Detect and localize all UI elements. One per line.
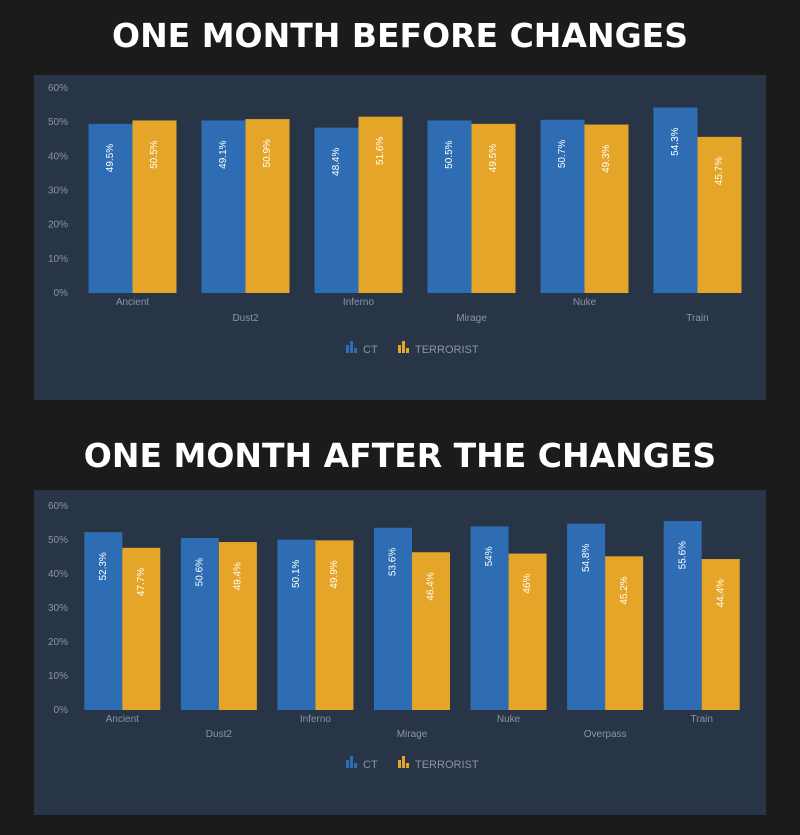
category-label: Inferno	[300, 714, 332, 725]
terrorist-bar[interactable]	[697, 136, 742, 293]
bar-value-label: 49.1%	[218, 140, 229, 168]
bar-value-label: 45.2%	[619, 576, 630, 604]
terrorist-bar[interactable]	[122, 547, 161, 710]
bar-value-label: 54.3%	[670, 127, 681, 155]
chart-title-before: ONE MONTH BEFORE CHANGES	[112, 16, 688, 55]
y-tick-label: 50%	[48, 535, 68, 546]
y-tick-label: 30%	[48, 186, 68, 197]
terrorist-bar[interactable]	[218, 542, 257, 710]
bar-value-label: 48.4%	[331, 148, 342, 176]
y-tick-label: 40%	[48, 151, 68, 162]
bar-value-label: 45.7%	[714, 157, 725, 185]
bar-value-label: 46.4%	[426, 572, 437, 600]
bar-value-label: 49.9%	[329, 560, 340, 588]
bar-value-label: 49.5%	[105, 144, 116, 172]
y-tick-label: 60%	[48, 501, 68, 512]
category-label: Ancient	[116, 297, 150, 308]
bar-value-label: 54%	[484, 546, 495, 566]
category-label: Overpass	[584, 729, 627, 740]
legend-item-ct[interactable]: CT	[346, 756, 378, 771]
y-tick-label: 60%	[48, 83, 68, 94]
legend-item-terrorist[interactable]: TERRORIST	[398, 756, 479, 771]
chart-panel-before: 0% 10% 20% 30% 40% 50% 60% 49.5% 50.5% Ancient 49.…	[34, 75, 766, 400]
y-tick-label: 20%	[48, 220, 68, 231]
category-label: Train	[691, 714, 713, 725]
terrorist-bar[interactable]	[701, 559, 740, 710]
terrorist-bar[interactable]	[315, 540, 354, 710]
terrorist-bar[interactable]	[358, 116, 403, 293]
bar-chart-after: 0% 10% 20% 30% 40% 50% 60% 52.3% 47.7% Ancient 50.…	[48, 501, 740, 771]
y-tick-label: 20%	[48, 637, 68, 648]
bar-value-label: 50.7%	[557, 140, 568, 168]
chart-title-after: ONE MONTH AFTER THE CHANGES	[83, 436, 717, 475]
bar-chart-before: 0% 10% 20% 30% 40% 50% 60% 49.5% 50.5% Ancient 49.…	[48, 83, 742, 356]
bar-chart-icon	[346, 341, 357, 353]
ct-bar[interactable]	[653, 107, 698, 293]
bar-value-label: 44.4%	[715, 579, 726, 607]
bar-chart-icon	[398, 341, 409, 353]
bar-chart-icon	[398, 756, 409, 768]
bar-value-label: 46%	[522, 573, 533, 593]
y-tick-label: 40%	[48, 569, 68, 580]
legend-label: CT	[363, 344, 378, 356]
legend-label: TERRORIST	[415, 344, 479, 356]
y-tick-label: 0%	[54, 705, 69, 716]
bar-value-label: 55.6%	[677, 541, 688, 569]
bar-value-label: 49.4%	[232, 562, 243, 590]
terrorist-bar[interactable]	[245, 119, 290, 293]
bar-value-label: 49.3%	[601, 144, 612, 172]
legend-item-terrorist[interactable]: TERRORIST	[398, 341, 479, 356]
category-label: Inferno	[343, 297, 375, 308]
bar-value-label: 49.5%	[488, 144, 499, 172]
ct-bar[interactable]	[201, 120, 246, 293]
ct-bar[interactable]	[277, 539, 316, 710]
bar-value-label: 51.6%	[375, 137, 386, 165]
ct-bar[interactable]	[314, 127, 359, 293]
category-label: Dust2	[232, 313, 259, 324]
category-label: Nuke	[497, 714, 521, 725]
ct-bar[interactable]	[374, 527, 412, 710]
legend-label: TERRORIST	[415, 759, 479, 771]
category-label: Mirage	[397, 729, 428, 740]
y-tick-label: 30%	[48, 603, 68, 614]
ct-bar[interactable]	[88, 123, 133, 293]
bar-value-label: 50.1%	[291, 560, 302, 588]
bar-chart-icon	[346, 756, 357, 768]
ct-bar[interactable]	[427, 120, 472, 293]
bar-value-label: 50.5%	[444, 140, 455, 168]
bar-value-label: 47.7%	[136, 568, 147, 596]
y-tick-label: 10%	[48, 254, 68, 265]
y-tick-label: 0%	[54, 288, 69, 299]
ct-bar[interactable]	[567, 523, 606, 710]
terrorist-bar[interactable]	[584, 124, 629, 293]
ct-bar[interactable]	[180, 537, 219, 710]
legend-item-ct[interactable]: CT	[346, 341, 378, 356]
ct-bar[interactable]	[540, 119, 585, 294]
category-label: Mirage	[456, 313, 487, 324]
category-label: Nuke	[573, 297, 597, 308]
terrorist-bar[interactable]	[508, 553, 547, 710]
ct-bar[interactable]	[84, 532, 123, 710]
category-label: Dust2	[206, 729, 233, 740]
bar-value-label: 54.8%	[581, 544, 592, 572]
bar-value-label: 52.3%	[98, 552, 109, 580]
bar-value-label: 50.9%	[262, 139, 273, 167]
bar-value-label: 50.5%	[149, 140, 160, 168]
bar-value-label: 53.6%	[388, 548, 399, 576]
y-tick-label: 10%	[48, 671, 68, 682]
terrorist-bar[interactable]	[471, 123, 516, 293]
ct-bar[interactable]	[663, 520, 702, 710]
terrorist-bar[interactable]	[132, 120, 177, 293]
terrorist-bar[interactable]	[412, 552, 450, 710]
bar-value-label: 50.6%	[194, 558, 205, 586]
y-tick-label: 50%	[48, 117, 68, 128]
ct-bar[interactable]	[470, 526, 509, 710]
category-label: Ancient	[106, 714, 140, 725]
chart-panel-after: 0% 10% 20% 30% 40% 50% 60% 52.3% 47.7% Ancient 50.…	[34, 490, 766, 815]
legend-label: CT	[363, 759, 378, 771]
terrorist-bar[interactable]	[605, 556, 644, 710]
category-label: Train	[686, 313, 708, 324]
